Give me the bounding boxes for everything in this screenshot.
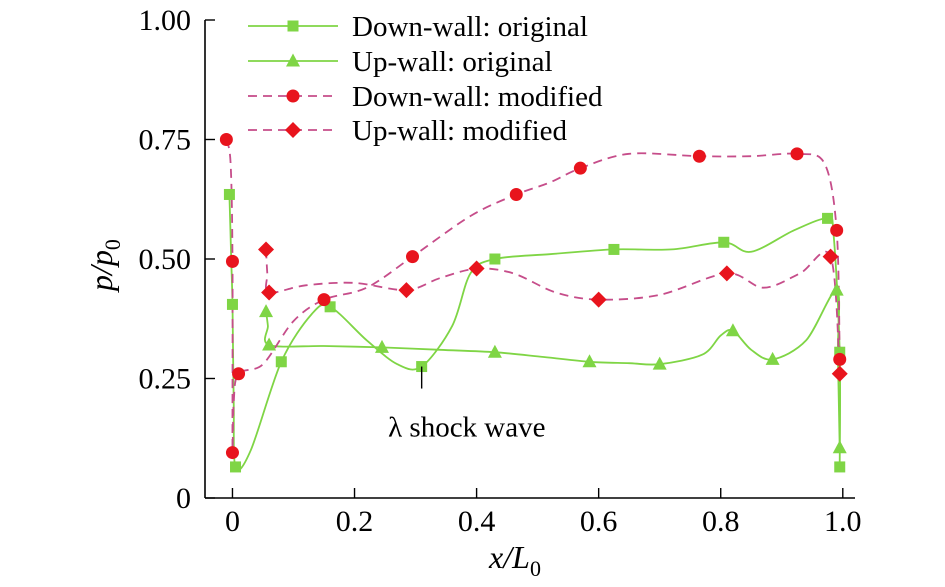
- series-up-wall-original-point: [487, 344, 502, 358]
- axes: 0 0.25 0.50 0.75 1.00 0 0.2 0.4 0.6 0.8 1.0: [139, 4, 862, 538]
- series-up-wall-original-point: [582, 354, 597, 368]
- legend-marker: [287, 20, 299, 32]
- series-down-wall-modified-point: [225, 254, 239, 268]
- y-tick-label: 0.25: [139, 363, 192, 396]
- y-axis-label: p/p0: [83, 239, 125, 293]
- y-tick-label: 1.00: [139, 4, 192, 37]
- x-axis-label: x/L0: [488, 539, 541, 581]
- series-down-wall-modified-point: [692, 149, 706, 163]
- series-down-wall-original-point: [822, 212, 834, 224]
- legend-marker: [285, 122, 301, 138]
- series-up-wall-modified-point: [398, 282, 415, 299]
- legend-label: Up-wall: original: [352, 46, 553, 78]
- series-up-wall-modified-point: [822, 248, 839, 265]
- legend-marker: [286, 89, 300, 103]
- x-tick-label: 0.8: [702, 505, 740, 538]
- x-tick-label: 0.6: [580, 505, 618, 538]
- series-up-wall-original-point: [765, 351, 780, 365]
- series-down-wall-modified-point: [790, 147, 804, 161]
- series-down-wall-modified-point: [219, 133, 233, 146]
- y-tick-label: 0.75: [139, 124, 192, 157]
- annotations: λ shock wave: [388, 366, 546, 444]
- series-down-wall-original-point: [226, 298, 238, 310]
- legend-label: Down-wall: original: [352, 11, 588, 43]
- legend-marker: [286, 53, 300, 67]
- legend-label: Up-wall: modified: [352, 115, 568, 147]
- y-tick-label: 0: [176, 482, 191, 515]
- series-down-wall-modified-point: [833, 352, 847, 366]
- series-up-wall-original-point: [262, 337, 277, 351]
- series-down-wall-original-point: [834, 346, 846, 358]
- series-down-wall-original-point: [489, 253, 501, 265]
- x-tick-label: 0: [225, 505, 240, 538]
- series-up-wall-modified-point: [590, 291, 607, 308]
- series-down-wall-modified-point: [573, 161, 587, 175]
- series-up-wall-modified-point: [261, 284, 278, 301]
- x-tick-label: 0.2: [336, 505, 374, 538]
- series-down-wall-original-point: [834, 461, 846, 473]
- x-tick-label: 0.4: [458, 505, 496, 538]
- series-up-wall-modified-point: [468, 260, 485, 277]
- legend-label: Down-wall: modified: [352, 81, 603, 113]
- series-up-wall-original-point: [832, 440, 847, 454]
- series-down-wall-modified-point: [232, 367, 246, 381]
- series-down-wall-original-point: [608, 243, 620, 255]
- series-down-wall-original-point: [275, 356, 287, 368]
- series-down-wall-modified-point: [509, 187, 523, 201]
- series-up-wall-original-point: [259, 304, 274, 318]
- series-down-wall-modified-point: [317, 293, 331, 307]
- series-down-wall-modified-point: [406, 250, 420, 264]
- y-tick-label: 0.50: [139, 243, 192, 276]
- series-up-wall-modified-point: [258, 241, 275, 258]
- series-up-wall-original-point: [829, 282, 844, 296]
- series-down-wall-modified-point: [830, 223, 844, 237]
- series-markers: [219, 133, 848, 473]
- series-down-wall-modified-point: [225, 446, 239, 460]
- series-up-wall-original-point: [652, 356, 667, 370]
- series-down-wall-original-point: [223, 188, 235, 200]
- series-down-wall-original-point: [718, 236, 730, 248]
- series-down-wall-original-point: [324, 301, 336, 313]
- series-up-wall-original-point: [374, 339, 389, 353]
- x-tick-label: 1.0: [824, 505, 862, 538]
- series-up-wall-modified-point: [718, 265, 735, 282]
- annotation-label: λ shock wave: [388, 412, 545, 444]
- series-down-wall-original-point: [230, 461, 242, 473]
- series-up-wall-modified-point: [831, 365, 848, 382]
- series-up-wall-original-point: [725, 323, 740, 337]
- series-up-wall-modified-line: [265, 249, 841, 374]
- series-up-wall-original-line: [264, 289, 841, 448]
